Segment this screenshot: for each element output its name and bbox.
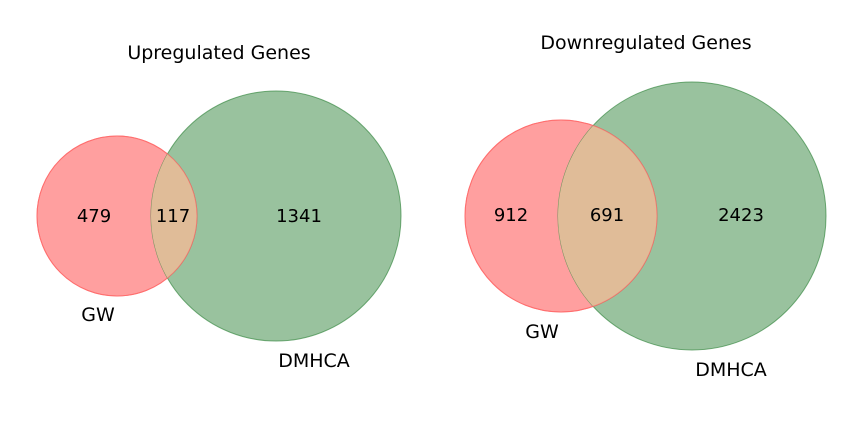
set-a-label-downregulated: GW — [525, 321, 559, 343]
set-b-only-count-upregulated: 1341 — [276, 206, 322, 227]
set-a-only-count-upregulated: 479 — [77, 206, 111, 227]
diagram-title-upregulated: Upregulated Genes — [127, 42, 310, 64]
venn-downregulated: Downregulated Genes 912 691 2423 GW DMHC… — [464, 32, 827, 381]
set-a-outline-upregulated — [36, 135, 198, 297]
set-a-only-count-downregulated: 912 — [494, 205, 528, 226]
set-a-outline-downregulated — [464, 119, 658, 313]
overlap-count-upregulated: 117 — [156, 206, 190, 227]
overlap-region-downregulated — [558, 120, 657, 312]
venn-upregulated: Upregulated Genes 479 117 1341 GW DMHCA — [36, 42, 402, 372]
set-b-only-count-downregulated: 2423 — [718, 205, 764, 226]
diagram-title-downregulated: Downregulated Genes — [540, 32, 751, 54]
set-b-label-upregulated: DMHCA — [278, 350, 350, 372]
overlap-count-downregulated: 691 — [590, 205, 624, 226]
set-a-label-upregulated: GW — [81, 304, 115, 326]
set-b-label-downregulated: DMHCA — [695, 359, 767, 381]
